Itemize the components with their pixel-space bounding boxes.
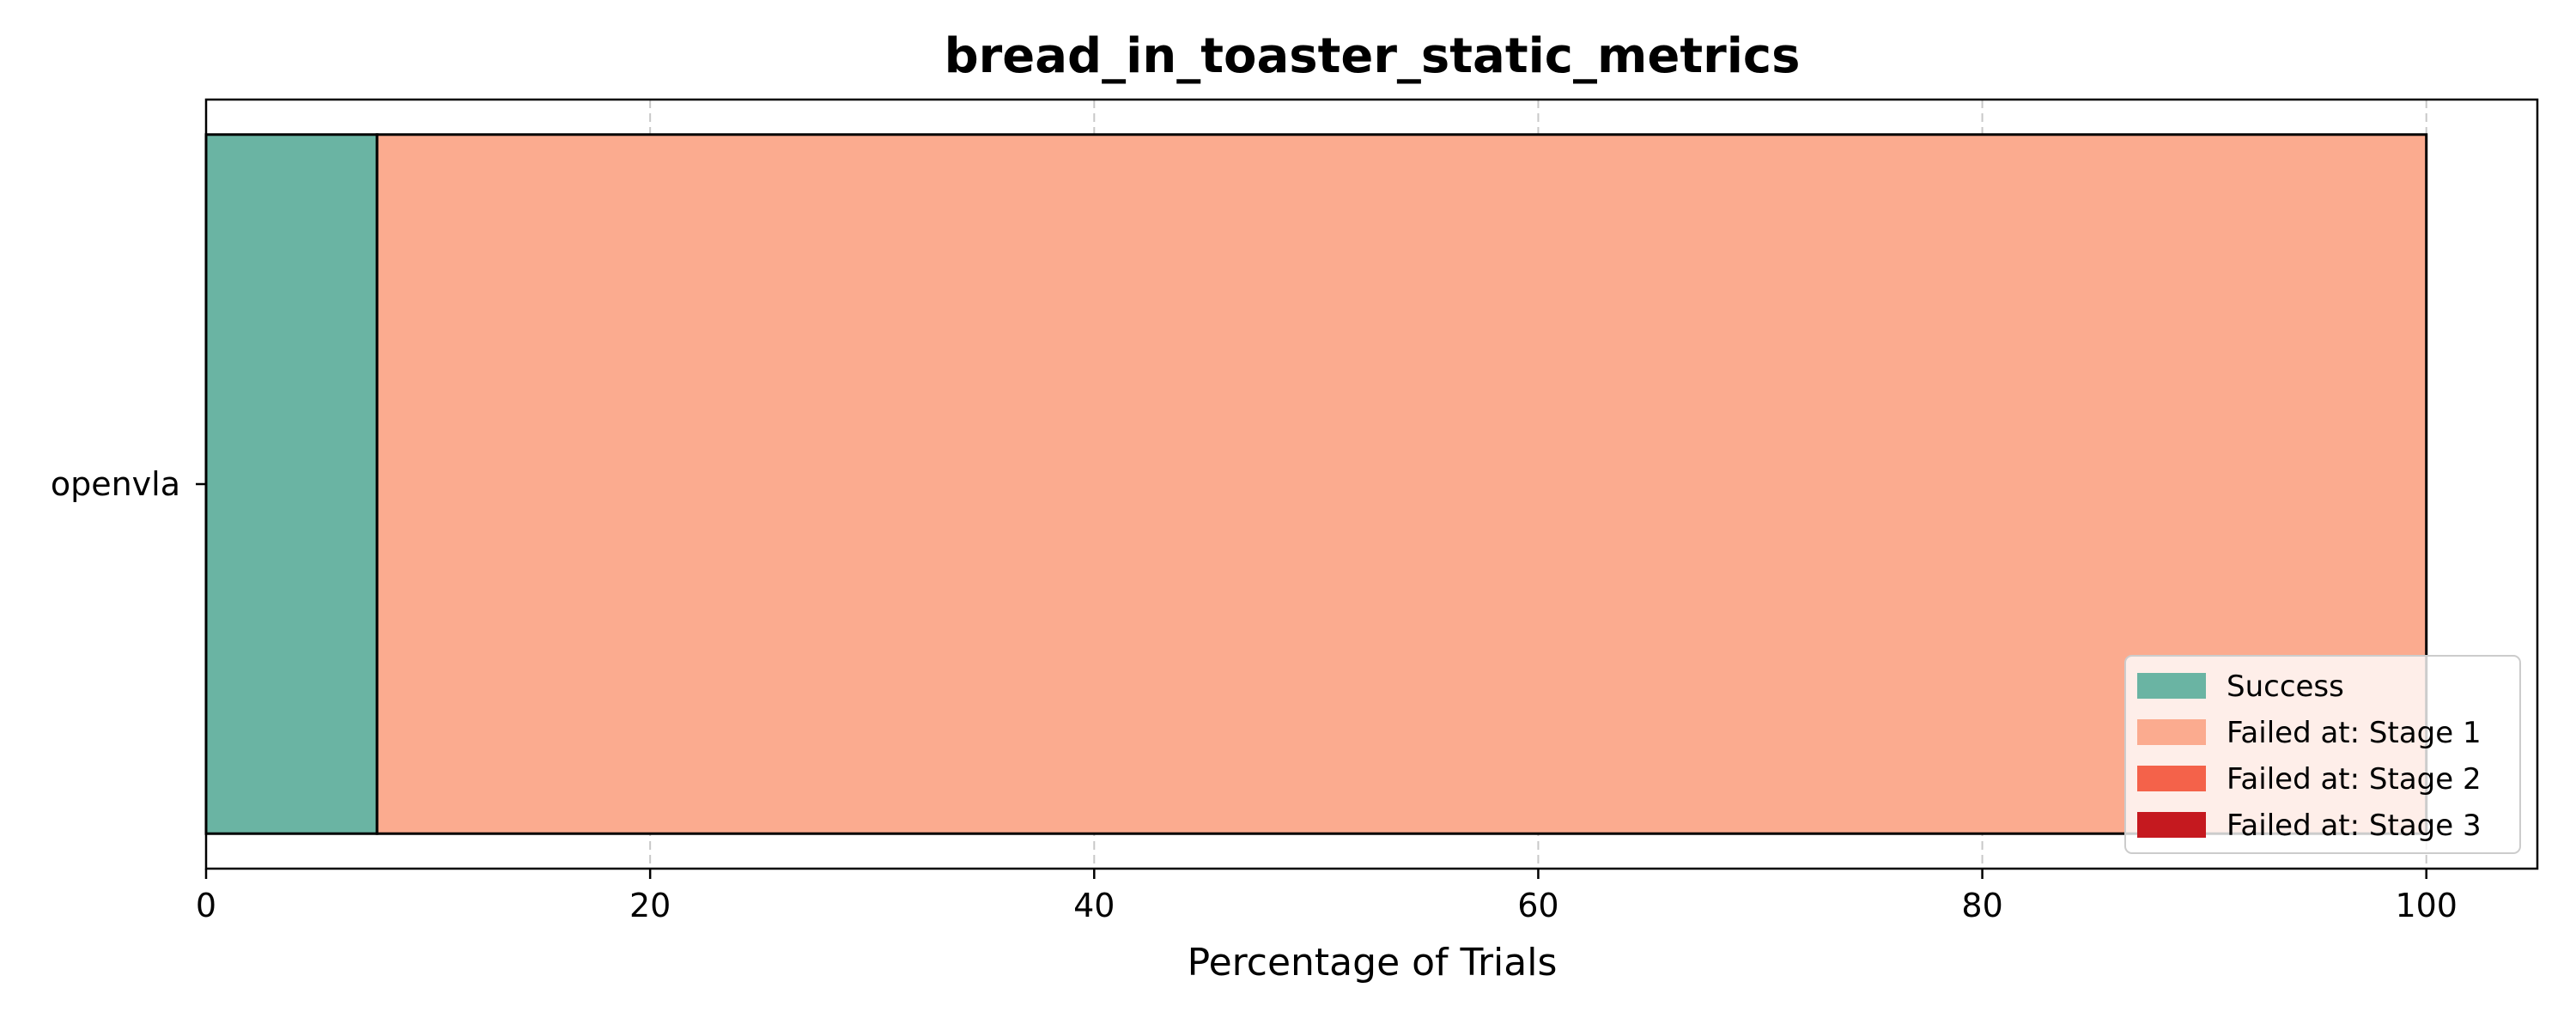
bar-segment-openvla-0 xyxy=(204,133,379,835)
x-axis-ticks: 0 20 40 60 80 100 xyxy=(196,869,2458,924)
x-tick-label-20: 20 xyxy=(629,887,671,924)
legend-swatch-0 xyxy=(2137,673,2206,699)
x-tick-label-100: 100 xyxy=(2395,887,2458,924)
x-tick-label-40: 40 xyxy=(1073,887,1115,924)
y-tick-label-openvla: openvla xyxy=(51,465,180,503)
legend-label-1: Failed at: Stage 1 xyxy=(2227,716,2482,750)
legend: Success Failed at: Stage 1 Failed at: Stag… xyxy=(2124,655,2521,854)
legend-label-2: Failed at: Stage 2 xyxy=(2227,762,2482,797)
legend-box xyxy=(2124,655,2521,854)
x-axis-label: Percentage of Trials xyxy=(1188,941,1558,985)
legend-label-3: Failed at: Stage 3 xyxy=(2227,809,2482,843)
bar-segment-openvla-1 xyxy=(375,133,2428,835)
legend-swatch-3 xyxy=(2137,812,2206,838)
x-tick-label-60: 60 xyxy=(1517,887,1558,924)
legend-swatch-1 xyxy=(2137,719,2206,745)
x-tick-label-0: 0 xyxy=(196,887,216,924)
x-tick-label-80: 80 xyxy=(1961,887,2002,924)
bars xyxy=(204,133,2428,835)
legend-label-0: Success xyxy=(2227,670,2344,704)
legend-swatch-2 xyxy=(2137,766,2206,791)
chart-title: bread_in_toaster_static_metrics xyxy=(945,28,1801,84)
y-axis-ticks: openvla xyxy=(51,465,206,503)
